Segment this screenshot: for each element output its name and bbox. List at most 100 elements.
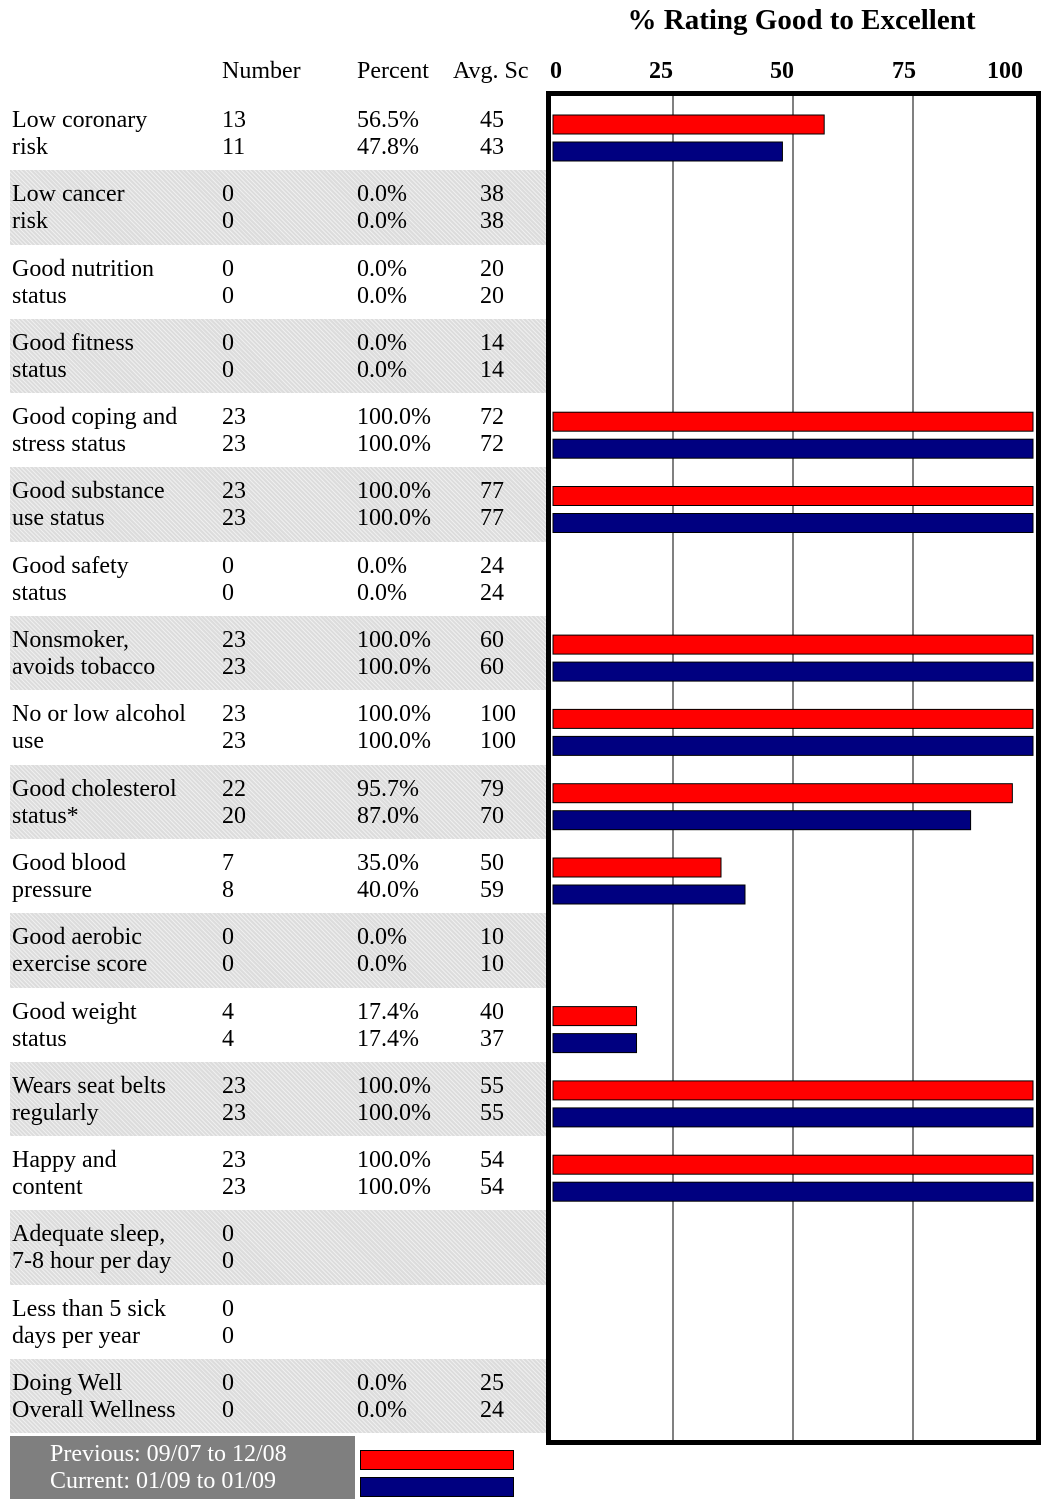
category-row: Good weight status 4 4 17.4% 17.4% 40 37	[10, 988, 546, 1062]
percent-value: 56.5%	[357, 107, 419, 133]
number-value: 23	[222, 701, 246, 728]
avg-score-value: 38	[480, 181, 504, 208]
number-value-cell: 23 23	[222, 627, 246, 681]
percent-value: 0.0%	[357, 579, 407, 606]
category-label: Happy and	[12, 1147, 117, 1174]
number-value: 0	[222, 356, 234, 383]
category-label: risk	[12, 134, 48, 160]
percent-value-cell: 100.0% 100.0%	[357, 701, 431, 755]
category-label: use	[12, 728, 44, 755]
number-value: 0	[222, 552, 234, 579]
percent-value: 87.0%	[357, 802, 419, 829]
percent-value: 100.0%	[357, 627, 431, 654]
category-label: Good aerobic	[12, 924, 142, 951]
number-value-cell: 23 23	[222, 701, 246, 755]
avg-score-value: 54	[480, 1174, 504, 1201]
percent-value: 0.0%	[357, 552, 407, 579]
bar-current	[552, 1181, 1034, 1202]
percent-value: 0.0%	[357, 208, 407, 235]
category-label-cell: Low coronary risk	[12, 107, 147, 161]
number-value: 23	[222, 1174, 246, 1201]
percent-value: 40.0%	[357, 876, 419, 903]
avg-score-value: 24	[480, 1397, 504, 1424]
number-value: 23	[222, 1099, 246, 1126]
bar-previous	[552, 411, 1034, 432]
bar-previous	[552, 1006, 638, 1027]
avg-score-value: 10	[480, 951, 504, 978]
bar-current	[552, 1033, 638, 1054]
x-tick-label: 100	[987, 58, 1023, 84]
bar-previous	[552, 783, 1013, 804]
percent-value: 100.0%	[357, 1072, 431, 1099]
number-value: 23	[222, 505, 246, 532]
number-value: 4	[222, 998, 234, 1025]
category-label: Less than 5 sick	[12, 1295, 166, 1322]
number-value-cell: 23 23	[222, 1147, 246, 1201]
bar-chart-svg	[552, 96, 1034, 1440]
avg-score-value: 24	[480, 579, 504, 606]
avg-score-value-cell: 79 70	[480, 776, 504, 830]
plot-area	[546, 91, 1041, 1445]
number-value-cell: 13 11	[222, 107, 246, 161]
avg-score-value: 37	[480, 1025, 504, 1052]
number-value-cell: 22 20	[222, 776, 246, 830]
avg-score-value: 38	[480, 208, 504, 235]
category-label: Good cholesterol	[12, 775, 177, 802]
legend: Previous: 09/07 to 12/08 Current: 01/09 …	[10, 1436, 355, 1499]
category-label: Low cancer	[12, 181, 125, 208]
avg-score-value: 20	[480, 255, 504, 282]
percent-value-cell: 0.0% 0.0%	[357, 181, 407, 235]
avg-score-value: 14	[480, 356, 504, 383]
avg-score-value-cell: 38 38	[480, 181, 504, 235]
category-row: Wears seat belts regularly 23 23 100.0% 100.0…	[10, 1061, 546, 1137]
percent-value-cell: 100.0% 100.0%	[357, 1073, 431, 1127]
avg-score-value: 14	[480, 329, 504, 356]
number-value: 23	[222, 1072, 246, 1099]
percent-value-cell: 100.0% 100.0%	[357, 1147, 431, 1201]
bar-current	[552, 513, 1034, 533]
x-tick-label: 25	[649, 58, 673, 84]
percent-value: 0.0%	[357, 1370, 407, 1397]
category-label-cell: Good weight status	[12, 999, 137, 1053]
bar-previous	[552, 1154, 1034, 1175]
legend-label-current: Current: 01/09 to 01/09	[50, 1468, 276, 1494]
avg-score-value-cell: 40 37	[480, 999, 504, 1053]
avg-score-value-cell: 100 100	[480, 701, 516, 755]
percent-value-cell: 95.7% 87.0%	[357, 776, 419, 830]
percent-value: 100.0%	[357, 1174, 431, 1201]
category-row: Good blood pressure 7 8 35.0% 40.0% 50 59	[10, 839, 546, 913]
percent-value: 35.0%	[357, 849, 419, 876]
category-label: Good coping and	[12, 404, 178, 431]
category-label: days per year	[12, 1322, 140, 1349]
category-label: stress status	[12, 431, 126, 458]
number-value: 22	[222, 775, 246, 802]
category-row: Low coronary risk 13 11 56.5% 47.8% 45 43	[10, 96, 546, 170]
number-value-cell: 23 23	[222, 478, 246, 532]
percent-value-cell: 0.0% 0.0%	[357, 924, 407, 978]
number-value: 0	[222, 181, 234, 208]
avg-score-value: 59	[480, 876, 504, 903]
bar-previous	[552, 114, 825, 135]
number-value: 23	[222, 627, 246, 654]
percent-value: 17.4%	[357, 1025, 419, 1052]
number-value: 23	[222, 478, 246, 505]
percent-value-cell: 100.0% 100.0%	[357, 404, 431, 458]
x-tick-label: 0	[550, 58, 562, 84]
avg-score-value: 24	[480, 552, 504, 579]
number-value: 0	[222, 1397, 234, 1424]
number-value: 0	[222, 1322, 234, 1349]
category-label: avoids tobacco	[12, 654, 156, 681]
avg-score-value: 70	[480, 802, 504, 829]
avg-score-value: 100	[480, 701, 516, 728]
category-row: Adequate sleep, 7-8 hour per day 0 0	[10, 1210, 546, 1285]
bar-previous	[552, 634, 1034, 655]
category-label: Good substance	[12, 478, 165, 505]
category-label: 7-8 hour per day	[12, 1248, 172, 1275]
category-row: Less than 5 sick days per year 0 0	[10, 1285, 546, 1359]
avg-score-value: 55	[480, 1099, 504, 1126]
category-row: Nonsmoker, avoids tobacco 23 23 100.0% 100.0%…	[10, 616, 546, 691]
number-value-cell: 23 23	[222, 1073, 246, 1127]
number-value: 0	[222, 208, 234, 235]
